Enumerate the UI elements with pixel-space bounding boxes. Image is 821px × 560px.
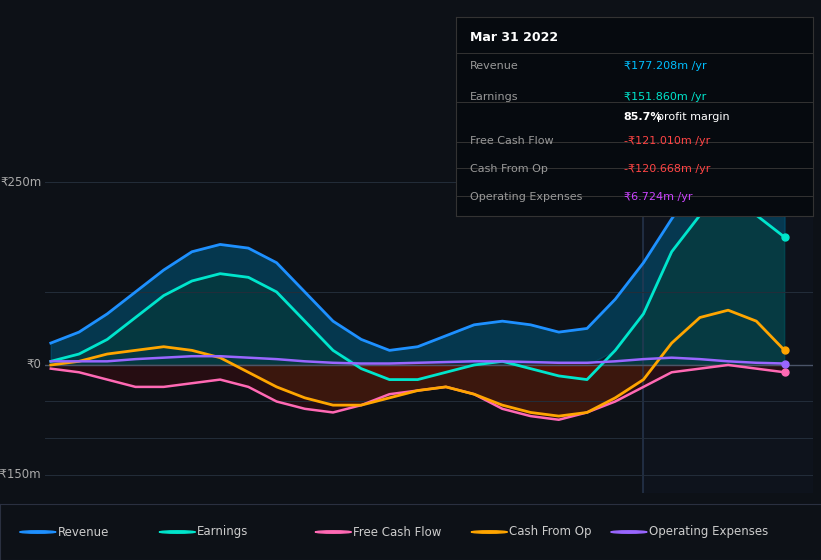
Text: Cash From Op: Cash From Op (470, 164, 548, 174)
Text: -₹120.668m /yr: -₹120.668m /yr (623, 164, 710, 174)
Text: 85.7%: 85.7% (623, 112, 662, 122)
Text: Operating Expenses: Operating Expenses (649, 525, 768, 539)
Text: Revenue: Revenue (470, 60, 519, 71)
Text: Revenue: Revenue (57, 525, 109, 539)
Text: ₹177.208m /yr: ₹177.208m /yr (623, 60, 706, 71)
Circle shape (20, 531, 56, 533)
Text: Free Cash Flow: Free Cash Flow (470, 136, 553, 146)
Text: Cash From Op: Cash From Op (509, 525, 591, 539)
Text: Earnings: Earnings (197, 525, 249, 539)
Text: Mar 31 2022: Mar 31 2022 (470, 31, 558, 44)
Text: -₹150m: -₹150m (0, 468, 41, 481)
Text: Earnings: Earnings (470, 92, 518, 102)
Text: ₹250m: ₹250m (0, 176, 41, 189)
Text: ₹151.860m /yr: ₹151.860m /yr (623, 92, 706, 102)
Text: ₹6.724m /yr: ₹6.724m /yr (623, 192, 692, 202)
Bar (644, 157, 813, 493)
Circle shape (315, 531, 351, 533)
Text: Free Cash Flow: Free Cash Flow (353, 525, 442, 539)
Text: Operating Expenses: Operating Expenses (470, 192, 582, 202)
Circle shape (471, 531, 507, 533)
Circle shape (611, 531, 647, 533)
Text: profit margin: profit margin (658, 112, 730, 122)
Circle shape (159, 531, 195, 533)
Text: ₹0: ₹0 (26, 358, 41, 371)
Text: -₹121.010m /yr: -₹121.010m /yr (623, 136, 710, 146)
